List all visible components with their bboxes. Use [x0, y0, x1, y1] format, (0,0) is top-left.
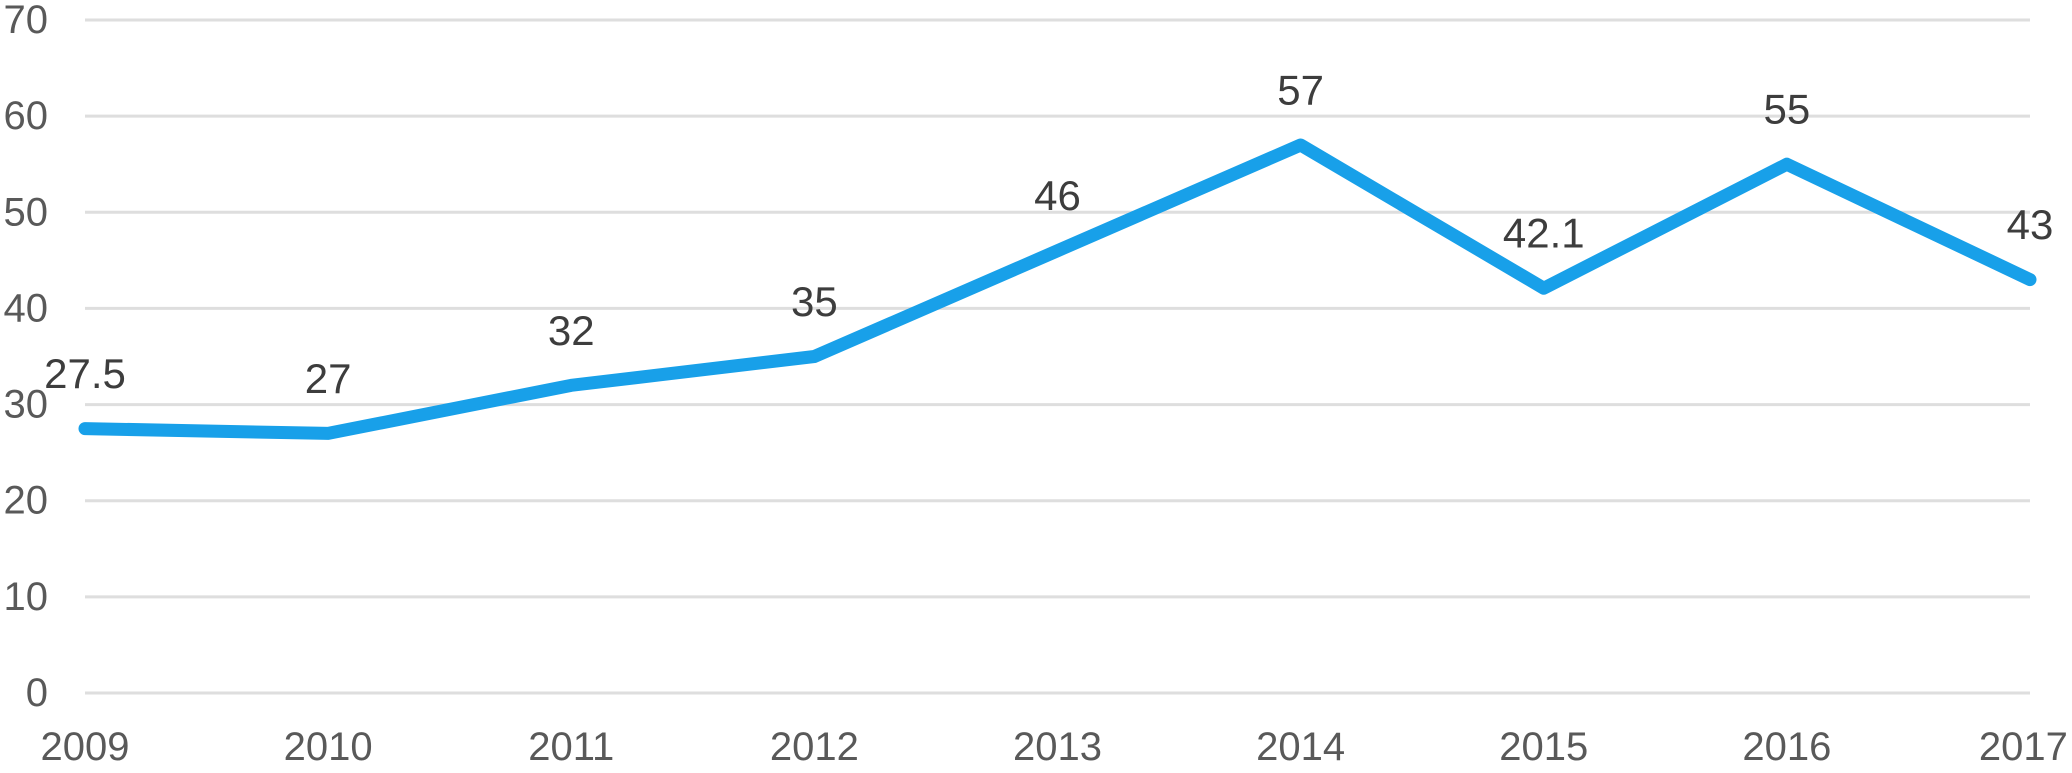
data-point-label: 27.5 [44, 350, 126, 397]
data-point-label: 55 [1764, 86, 1811, 133]
data-point-label: 43 [2007, 201, 2054, 248]
x-axis-tick-label: 2009 [41, 725, 130, 769]
x-axis-tick-label: 2016 [1742, 725, 1831, 769]
x-axis-tick-label: 2010 [284, 725, 373, 769]
data-point-label: 32 [548, 307, 595, 354]
x-axis-tick-label: 2012 [770, 725, 859, 769]
y-axis-tick-label: 70 [4, 0, 49, 42]
data-point-label: 27 [305, 355, 352, 402]
data-point-label: 57 [1277, 66, 1324, 113]
x-axis-tick-label: 2011 [528, 725, 614, 769]
y-axis-tick-label: 10 [4, 575, 49, 619]
y-axis-tick-label: 30 [4, 383, 49, 427]
data-point-label: 35 [791, 278, 838, 325]
data-point-label: 42.1 [1503, 210, 1585, 257]
data-point-label: 46 [1034, 172, 1081, 219]
x-axis-tick-label: 2017 [1979, 725, 2068, 769]
y-axis-tick-label: 50 [4, 190, 49, 234]
y-axis-tick-label: 60 [4, 94, 49, 138]
y-axis-tick-label: 20 [4, 479, 49, 523]
y-axis-tick-label: 0 [26, 671, 48, 715]
x-axis-tick-label: 2013 [1013, 725, 1102, 769]
x-axis-tick-label: 2015 [1499, 725, 1588, 769]
y-axis-tick-label: 40 [4, 286, 49, 330]
series-line [78, 138, 2037, 440]
x-axis-tick-label: 2014 [1256, 725, 1345, 769]
